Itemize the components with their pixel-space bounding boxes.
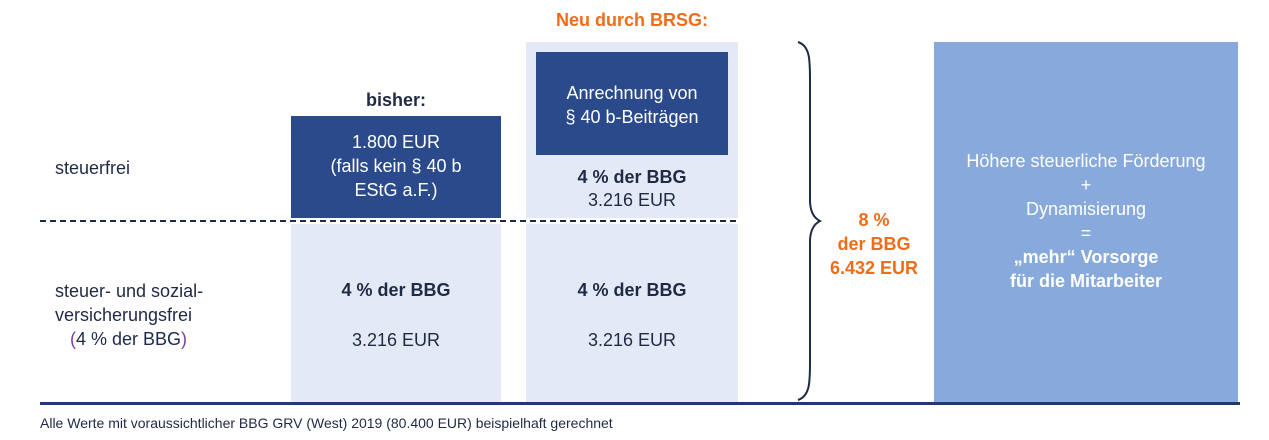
dashed-separator — [40, 220, 736, 222]
bisher-lower-percent: 4 % der BBG — [341, 280, 451, 300]
result-line2: + — [1080, 175, 1092, 195]
total-label: der BBG — [837, 234, 911, 254]
neu-lower-value: 3.216 EUR — [587, 330, 677, 350]
neu-lower-percent: 4 % der BBG — [577, 280, 687, 300]
result-line1: Höhere steuerliche Förderung — [966, 151, 1206, 171]
anrechnung-line2: § 40 b-Beiträgen — [565, 107, 699, 127]
anrechnung-line1: Anrechnung von — [566, 83, 698, 103]
bisher-box-line1: 1.800 EUR — [351, 132, 441, 152]
result-line3: Dynamisierung — [1025, 199, 1147, 219]
row-label-line3: (4 % der BBG) — [55, 327, 203, 351]
neu-steuerfrei-box: Anrechnung von § 40 b-Beiträgen 4 % der … — [526, 42, 738, 218]
total-box: 8 % der BBG 6.432 EUR — [815, 208, 933, 280]
row-label-percent: 4 % der BBG — [76, 329, 182, 349]
result-line4: = — [1080, 223, 1092, 243]
paren-close: ) — [181, 329, 188, 349]
paren-open: ( — [70, 329, 76, 349]
total-percent: 8 % — [858, 210, 890, 230]
total-value: 6.432 EUR — [829, 258, 919, 278]
bisher-steuerfrei-box: 1.800 EUR (falls kein § 40 b EStG a.F.) — [291, 116, 501, 218]
result-line5: „mehr“ Vorsorge — [1013, 247, 1159, 267]
row-label-sozialversicherungsfrei: steuer- und sozial- versicherungsfrei (4… — [55, 279, 203, 351]
row-label-line2: versicherungsfrei — [55, 305, 193, 325]
curly-brace-icon — [797, 41, 823, 401]
base-line — [40, 402, 1240, 405]
row-label-steuerfrei: steuerfrei — [55, 158, 131, 178]
footnote: Alle Werte mit voraussichtlicher BBG GRV… — [40, 415, 613, 431]
row-label-line1: steuer- und sozial- — [55, 281, 204, 301]
bisher-box-line2: (falls kein § 40 b — [330, 156, 462, 176]
neu-upper-percent: 4 % der BBG — [577, 167, 687, 187]
anrechnung-box: Anrechnung von § 40 b-Beiträgen — [536, 52, 728, 155]
result-line6: für die Mitarbeiter — [1009, 271, 1163, 291]
bisher-lower-value: 3.216 EUR — [351, 330, 441, 350]
bisher-sozialfrei-box: 4 % der BBG 3.216 EUR — [291, 224, 501, 402]
result-box: Höhere steuerliche Förderung + Dynamisie… — [934, 42, 1238, 402]
bisher-heading: bisher: — [365, 90, 426, 110]
neu-sozialfrei-box: 4 % der BBG 3.216 EUR — [526, 224, 738, 402]
neu-durch-brsg-heading: Neu durch BRSG: — [555, 10, 708, 30]
bisher-box-line3: EStG a.F.) — [354, 180, 438, 200]
neu-upper-value: 3.216 EUR — [587, 190, 677, 210]
